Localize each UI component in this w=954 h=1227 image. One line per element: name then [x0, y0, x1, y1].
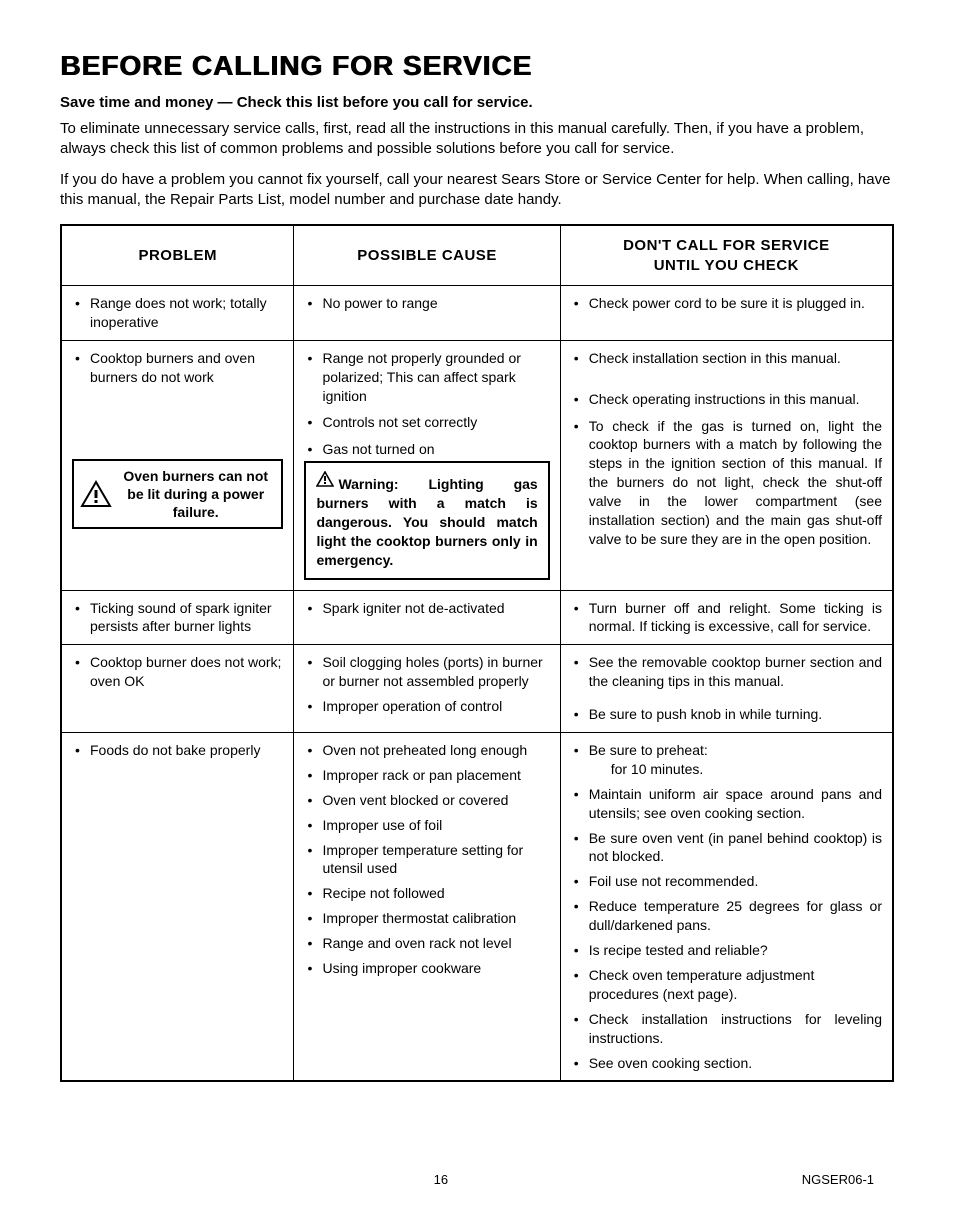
cause-text: Range and oven rack not level: [322, 934, 549, 953]
problem-text: Cooktop burners and oven burners do not …: [90, 349, 283, 387]
cause-text: Improper thermostat calibration: [322, 909, 549, 928]
cause-text: Controls not set correctly: [322, 413, 549, 432]
cause-text: Improper rack or pan placement: [322, 766, 549, 785]
check-text: Maintain uniform air space around pans a…: [589, 785, 882, 823]
check-text: Check installation section in this manua…: [589, 349, 882, 368]
check-text: Reduce temperature 25 degrees for glass …: [589, 897, 882, 935]
subtitle: Save time and money — Check this list be…: [60, 94, 894, 111]
check-text: Check oven temperature adjustment proced…: [589, 966, 882, 1004]
warning-triangle-icon: [316, 471, 334, 492]
check-text: Be sure to push knob in while turning.: [589, 705, 882, 724]
check-text: Turn burner off and relight. Some tickin…: [589, 599, 882, 637]
warning-triangle-icon: [80, 480, 112, 508]
table-row: Range does not work; totally inoperative…: [61, 286, 893, 341]
check-text: Be sure oven vent (in panel behind cookt…: [589, 829, 882, 867]
intro-paragraph-2: If you do have a problem you cannot fix …: [60, 170, 894, 211]
check-text: See the removable cooktop burner section…: [589, 653, 882, 691]
page-title: BEFORE CALLING FOR SERVICE: [60, 50, 894, 82]
intro-paragraph-1: To eliminate unnecessary service calls, …: [60, 119, 894, 160]
cause-text: Improper temperature setting for utensil…: [322, 841, 549, 879]
check-text: Check installation instructions for leve…: [589, 1010, 882, 1048]
problem-text: Foods do not bake properly: [90, 741, 283, 760]
table-row: Cooktop burner does not work; oven OK So…: [61, 645, 893, 733]
caution-box: Oven burners can not be lit during a pow…: [72, 459, 283, 530]
page-number: 16: [434, 1172, 448, 1187]
check-text: Check power cord to be sure it is plugge…: [589, 294, 882, 313]
check-text: Is recipe tested and reliable?: [589, 941, 882, 960]
check-line-b: for 10 minutes.: [589, 760, 882, 779]
cause-text: Oven not preheated long enough: [322, 741, 549, 760]
check-text: Check operating instructions in this man…: [589, 390, 882, 409]
check-text: Foil use not recommended.: [589, 872, 882, 891]
cause-text: Improper operation of control: [322, 697, 549, 716]
check-text: See oven cooking section.: [589, 1054, 882, 1073]
page-footer: 16 NGSER06-1: [60, 1172, 894, 1187]
document-code: NGSER06-1: [802, 1172, 874, 1187]
problem-text: Ticking sound of spark igniter persists …: [90, 599, 283, 637]
problem-text: Cooktop burner does not work; oven OK: [90, 653, 283, 691]
check-text: Be sure to preheat: for 10 minutes.: [589, 741, 882, 779]
check-text: To check if the gas is turned on, light …: [589, 417, 882, 549]
cause-text: Soil clogging holes (ports) in burner or…: [322, 653, 549, 691]
header-cause: POSSIBLE CAUSE: [294, 225, 560, 286]
cause-text: Range not properly grounded or polarized…: [322, 349, 549, 406]
warning-label: Warning:: [338, 476, 398, 492]
header-row: PROBLEM POSSIBLE CAUSE DON'T CALL FOR SE…: [61, 225, 893, 286]
cause-text: No power to range: [322, 294, 549, 313]
header-check: DON'T CALL FOR SERVICE UNTIL YOU CHECK: [560, 225, 893, 286]
cause-text: Recipe not followed: [322, 884, 549, 903]
cause-text: Oven vent blocked or covered: [322, 791, 549, 810]
table-row: Foods do not bake properly Oven not preh…: [61, 733, 893, 1082]
warning-box: Warning: Lighting gas burners with a mat…: [304, 461, 549, 579]
check-line-a: Be sure to preheat:: [589, 742, 708, 758]
page-container: BEFORE CALLING FOR SERVICE Save time and…: [0, 0, 954, 1227]
header-check-line2: UNTIL YOU CHECK: [654, 257, 799, 274]
table-row: Ticking sound of spark igniter persists …: [61, 590, 893, 645]
header-problem: PROBLEM: [61, 225, 294, 286]
cause-text: Gas not turned on: [322, 440, 549, 459]
cause-text: Improper use of foil: [322, 816, 549, 835]
cause-text: Using improper cookware: [322, 959, 549, 978]
header-check-line1: DON'T CALL FOR SERVICE: [623, 237, 830, 254]
problem-text: Range does not work; totally inoperative: [90, 294, 283, 332]
table-row: Cooktop burners and oven burners do not …: [61, 340, 893, 590]
caution-text: Oven burners can not be lit during a pow…: [118, 467, 273, 522]
cause-text: Spark igniter not de-activated: [322, 599, 549, 618]
troubleshooting-table: PROBLEM POSSIBLE CAUSE DON'T CALL FOR SE…: [60, 224, 894, 1082]
